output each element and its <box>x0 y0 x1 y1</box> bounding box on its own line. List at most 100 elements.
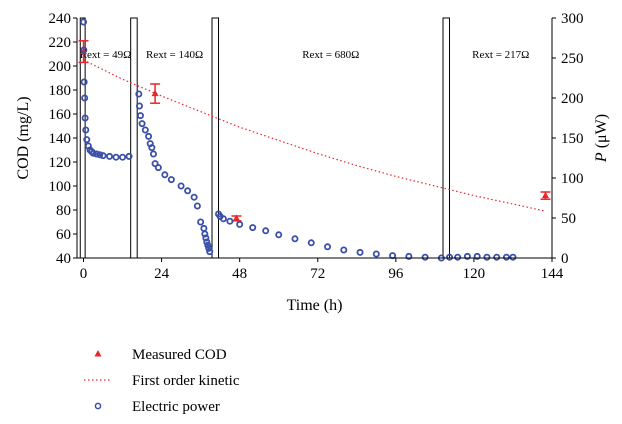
electric-power-point <box>205 244 213 252</box>
y-left-tick-label: 220 <box>49 35 72 51</box>
electric-power-point <box>463 252 471 260</box>
electric-power-point <box>275 231 283 239</box>
y-axis-left-title: COD (mg/L) <box>15 96 32 179</box>
electric-power-point <box>93 150 101 158</box>
electric-power-point <box>340 246 348 254</box>
measured-cod-point <box>151 89 159 97</box>
y-left-tick-label: 240 <box>49 11 72 27</box>
electric-power-point <box>112 153 120 161</box>
electric-power-point <box>509 253 517 261</box>
electric-power-point <box>83 136 91 144</box>
electric-power-point <box>389 252 397 260</box>
electric-power-point <box>291 235 299 243</box>
series-layer <box>78 18 551 262</box>
y-right-tick-label: 200 <box>561 91 584 107</box>
measured-cod-point <box>232 214 240 221</box>
measured-cod-point <box>541 191 549 199</box>
region-label: Rext = 140Ω <box>146 49 203 61</box>
legend: Measured COD First order kinetic Electric … <box>84 347 240 415</box>
electric-power-point <box>125 152 133 160</box>
x-tick-label: 144 <box>541 266 564 282</box>
electric-power-point <box>446 253 454 261</box>
electric-power-point <box>307 239 315 247</box>
electric-power-point <box>136 112 144 120</box>
x-axis-title: Time (h) <box>287 297 343 314</box>
x-tick-label: 96 <box>388 266 404 282</box>
y-left-tick-label: 120 <box>49 155 72 171</box>
region-label: Rext = 680Ω <box>302 49 359 61</box>
electric-power-point <box>206 248 214 256</box>
electric-power-point <box>190 193 198 201</box>
y-left-tick-label: 200 <box>49 59 72 75</box>
x-tick-label: 72 <box>310 266 325 282</box>
electric-power-point <box>226 217 234 225</box>
legend-marker-measured-cod <box>94 350 102 357</box>
electric-power-point <box>502 253 510 261</box>
series-line-first-order-kinetic <box>83 59 546 212</box>
electric-power-point <box>197 218 205 226</box>
y-left-tick-label: 80 <box>56 203 71 219</box>
legend-label: First order kinetic <box>132 373 240 389</box>
electric-power-point <box>154 164 162 172</box>
region-label: Rext = 49Ω <box>80 49 132 61</box>
electric-power-point <box>473 252 481 260</box>
region-divider-1 <box>130 17 138 259</box>
electric-power-point <box>119 153 127 161</box>
electric-power-point <box>200 224 208 232</box>
electric-power-point <box>138 120 146 128</box>
electric-power-point <box>135 90 143 98</box>
electric-power-point <box>204 241 212 249</box>
electric-power-point <box>149 150 157 158</box>
y-left-tick-label: 60 <box>56 227 71 243</box>
region-divider-3 <box>442 17 451 259</box>
electric-power-point <box>177 182 185 190</box>
electric-power-point <box>99 152 107 160</box>
region-divider-2 <box>211 17 220 259</box>
x-tick-label: 0 <box>80 266 88 282</box>
x-tick-label: 48 <box>232 266 247 282</box>
electric-power-point <box>493 253 501 261</box>
electric-power-point <box>193 202 201 210</box>
electric-power-point <box>356 248 364 256</box>
electric-power-point <box>167 176 175 184</box>
electric-power-point <box>262 227 270 235</box>
electric-power-point <box>483 253 491 261</box>
y-axis-right-title: P (μW) <box>593 114 610 163</box>
electric-power-point <box>236 220 244 228</box>
electric-power-point <box>80 78 88 86</box>
electric-power-point <box>203 238 211 246</box>
y-right-tick-label: 150 <box>561 131 584 147</box>
electric-power-point <box>145 132 153 140</box>
electric-power-point <box>80 46 88 54</box>
y-left-tick-label: 180 <box>49 83 72 99</box>
electric-power-point <box>324 243 332 251</box>
electric-power-point <box>454 253 462 261</box>
regions-layer: Rext = 49Ω Rext = 140Ω Rext = 680Ω Rext = 2… <box>80 17 529 259</box>
y-right-tick-label: 0 <box>561 251 569 267</box>
y-right-tick-label: 50 <box>561 211 576 227</box>
y-left-tick-label: 40 <box>56 251 71 267</box>
electric-power-point <box>89 149 97 157</box>
legend-label: Measured COD <box>132 347 227 363</box>
y-axis-right-title-symbol: P <box>593 152 610 163</box>
electric-power-point <box>96 151 104 159</box>
electric-power-point <box>148 144 156 152</box>
y-right-tick-label: 250 <box>561 51 584 67</box>
electric-power-point <box>135 102 143 110</box>
legend-label: Electric power <box>132 399 220 415</box>
electric-power-point <box>141 126 149 134</box>
electric-power-point <box>219 215 227 223</box>
y-right-tick-label: 300 <box>561 11 584 27</box>
electric-power-point <box>249 224 257 232</box>
x-tick-label: 24 <box>154 266 170 282</box>
electric-power-point <box>151 160 159 168</box>
axes-layer: 4060801001201401601802002202400501001502… <box>15 11 610 314</box>
electric-power-point <box>80 18 88 26</box>
electric-power-point <box>202 234 210 242</box>
y-left-tick-label: 100 <box>49 179 72 195</box>
electric-power-point <box>405 252 413 260</box>
electric-power-point <box>372 250 380 258</box>
y-left-tick-label: 140 <box>49 131 72 147</box>
